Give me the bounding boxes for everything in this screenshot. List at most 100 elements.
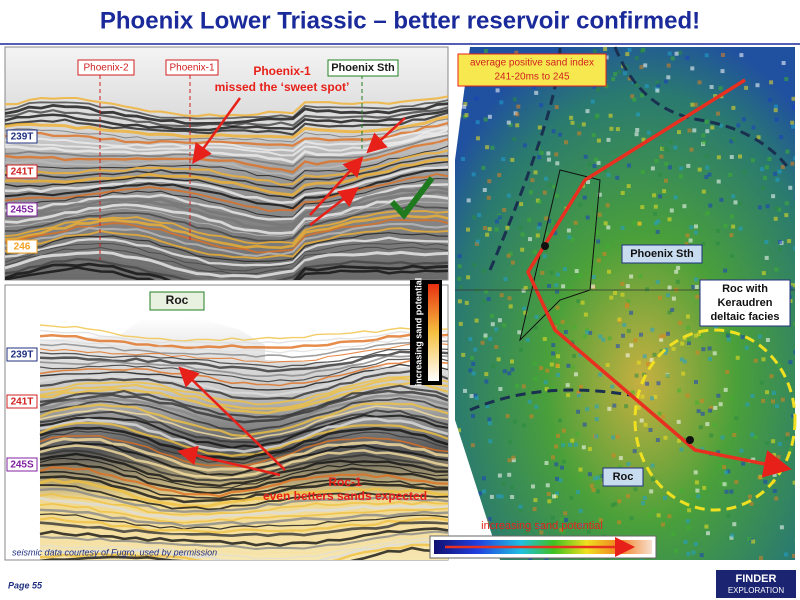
texture xyxy=(610,384,615,389)
texture xyxy=(688,238,693,243)
texture xyxy=(760,167,765,172)
texture xyxy=(5,201,448,237)
texture xyxy=(771,194,776,199)
texture xyxy=(656,513,661,518)
texture xyxy=(497,318,502,323)
texture xyxy=(5,99,448,120)
texture xyxy=(640,93,645,98)
map-label: Phoenix Sth xyxy=(630,248,694,260)
texture xyxy=(467,471,472,476)
texture xyxy=(765,390,769,395)
texture xyxy=(705,211,710,216)
texture xyxy=(5,236,448,267)
map-label: Roc with xyxy=(722,283,768,295)
texture xyxy=(581,445,586,450)
texture xyxy=(483,49,488,53)
texture xyxy=(640,394,645,399)
texture xyxy=(626,462,631,466)
texture xyxy=(497,215,502,220)
texture xyxy=(774,267,779,272)
texture xyxy=(533,376,538,381)
map-label: Keraudren xyxy=(717,297,772,309)
texture xyxy=(794,280,795,285)
texture xyxy=(39,470,448,500)
texture xyxy=(499,494,504,499)
texture xyxy=(653,211,657,216)
texture xyxy=(707,172,712,177)
texture xyxy=(679,447,684,452)
field-outline xyxy=(519,169,601,342)
texture xyxy=(517,330,522,335)
texture xyxy=(788,185,793,190)
texture xyxy=(641,137,646,142)
texture xyxy=(568,442,572,447)
texture xyxy=(586,180,590,184)
texture xyxy=(490,313,495,318)
texture xyxy=(712,423,717,427)
texture xyxy=(726,337,731,342)
texture xyxy=(716,393,721,398)
texture xyxy=(730,214,735,219)
texture xyxy=(563,330,568,334)
texture xyxy=(615,344,620,349)
texture xyxy=(585,327,589,332)
texture xyxy=(578,508,583,513)
texture xyxy=(494,327,499,332)
texture xyxy=(729,535,734,540)
horizon-label: 246 xyxy=(14,242,31,253)
texture xyxy=(587,162,592,167)
texture xyxy=(642,496,647,500)
texture xyxy=(693,470,698,475)
texture xyxy=(481,165,486,170)
horizon-label: 241T xyxy=(11,167,34,178)
texture xyxy=(582,334,587,339)
texture xyxy=(5,186,448,227)
texture xyxy=(5,173,448,212)
texture xyxy=(549,362,554,367)
texture xyxy=(761,398,766,403)
texture xyxy=(693,102,698,107)
texture xyxy=(528,237,532,242)
texture xyxy=(472,519,477,524)
texture xyxy=(40,381,448,415)
texture xyxy=(627,47,632,52)
texture xyxy=(685,55,690,60)
texture xyxy=(691,550,696,555)
texture xyxy=(645,381,650,386)
texture xyxy=(774,404,779,409)
texture xyxy=(722,482,727,487)
well-label: Phoenix-1 xyxy=(169,63,214,74)
texture xyxy=(639,332,643,337)
texture xyxy=(471,521,476,526)
texture xyxy=(667,310,672,315)
texture xyxy=(505,414,510,419)
texture xyxy=(5,266,448,280)
texture xyxy=(694,380,698,384)
texture xyxy=(487,517,492,522)
texture xyxy=(685,519,690,524)
texture xyxy=(466,510,471,514)
texture xyxy=(684,242,689,247)
texture xyxy=(462,480,466,485)
texture xyxy=(39,405,448,440)
texture xyxy=(668,165,672,170)
texture xyxy=(723,223,728,228)
texture xyxy=(716,228,721,233)
texture xyxy=(731,224,736,229)
texture xyxy=(761,271,766,276)
texture xyxy=(652,352,657,357)
texture xyxy=(5,134,448,168)
texture xyxy=(457,254,462,259)
texture xyxy=(457,113,462,118)
texture xyxy=(39,329,448,345)
texture xyxy=(39,402,448,438)
well-dot xyxy=(541,242,549,250)
texture xyxy=(539,150,544,155)
texture xyxy=(39,452,448,488)
texture xyxy=(533,170,538,175)
texture xyxy=(716,155,721,160)
texture xyxy=(606,137,611,142)
well-dot xyxy=(686,436,694,444)
texture xyxy=(486,195,491,200)
texture xyxy=(593,476,598,481)
